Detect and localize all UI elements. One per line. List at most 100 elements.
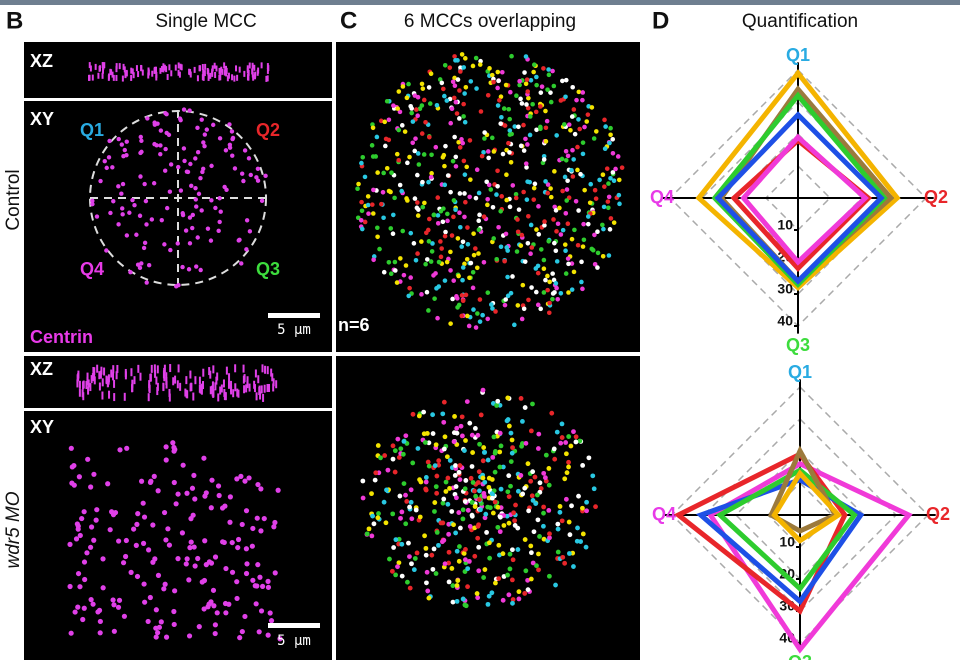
xz-dot bbox=[95, 64, 97, 70]
dot bbox=[578, 539, 583, 544]
dot bbox=[445, 454, 450, 459]
dot bbox=[525, 89, 530, 94]
dot bbox=[117, 598, 122, 603]
dot bbox=[202, 538, 207, 543]
dot bbox=[563, 440, 568, 445]
dot bbox=[209, 505, 214, 510]
dot bbox=[163, 444, 168, 449]
dot bbox=[209, 164, 213, 168]
dot bbox=[233, 166, 237, 170]
xz-dot bbox=[259, 392, 261, 400]
dot bbox=[608, 132, 613, 137]
dot bbox=[255, 516, 260, 521]
dot bbox=[387, 189, 392, 194]
dot bbox=[120, 212, 124, 216]
dot bbox=[586, 214, 591, 219]
dot bbox=[403, 433, 408, 438]
dot bbox=[228, 494, 233, 499]
dot bbox=[444, 489, 449, 494]
dot bbox=[445, 98, 450, 103]
scale-bar-label: 5 µm bbox=[277, 633, 311, 649]
dot bbox=[471, 480, 476, 485]
dot bbox=[399, 510, 404, 515]
dot bbox=[504, 232, 509, 237]
dot bbox=[547, 483, 552, 488]
dot bbox=[508, 132, 513, 137]
dot bbox=[467, 195, 472, 200]
dot bbox=[413, 196, 418, 201]
dot bbox=[510, 547, 515, 552]
dot bbox=[463, 486, 468, 491]
dot bbox=[109, 509, 114, 514]
dot bbox=[192, 496, 197, 501]
xz-dot bbox=[253, 65, 255, 71]
dot bbox=[371, 154, 376, 159]
dot bbox=[389, 271, 394, 276]
top-strip-text: y bbox=[480, 0, 485, 2]
dot bbox=[486, 458, 491, 463]
dot bbox=[450, 106, 455, 111]
dot bbox=[506, 473, 511, 478]
dot bbox=[243, 148, 247, 152]
xz-dot bbox=[207, 68, 209, 74]
dot bbox=[513, 503, 518, 508]
xz-dot bbox=[226, 367, 228, 375]
dot bbox=[89, 524, 94, 529]
dot bbox=[431, 431, 436, 436]
dot bbox=[175, 491, 180, 496]
dot bbox=[360, 479, 365, 484]
dot bbox=[429, 152, 434, 157]
dot bbox=[452, 54, 457, 59]
dot bbox=[475, 167, 480, 172]
dot bbox=[512, 323, 517, 328]
dot bbox=[504, 198, 509, 203]
dot bbox=[606, 181, 611, 186]
dot bbox=[593, 188, 598, 193]
dot bbox=[504, 245, 509, 250]
dot bbox=[521, 283, 526, 288]
view-label: XZ bbox=[30, 359, 53, 379]
dot bbox=[458, 477, 463, 482]
dot bbox=[451, 159, 456, 164]
dot bbox=[100, 556, 105, 561]
dot bbox=[448, 250, 453, 255]
dot bbox=[495, 169, 500, 174]
dot bbox=[162, 510, 167, 515]
dot bbox=[491, 205, 496, 210]
dot bbox=[559, 291, 564, 296]
dot bbox=[525, 179, 530, 184]
xz-dot bbox=[199, 377, 201, 385]
dot bbox=[98, 619, 103, 624]
dot bbox=[429, 259, 434, 264]
dot bbox=[560, 79, 565, 84]
dot bbox=[209, 238, 213, 242]
xz-dot bbox=[137, 365, 139, 373]
dot bbox=[571, 564, 576, 569]
dot bbox=[195, 556, 200, 561]
dot bbox=[589, 247, 594, 252]
dot bbox=[370, 143, 375, 148]
dot bbox=[432, 296, 437, 301]
dot bbox=[234, 579, 239, 584]
dot bbox=[477, 191, 482, 196]
dot bbox=[513, 523, 518, 528]
dot bbox=[566, 154, 571, 159]
dot bbox=[503, 297, 508, 302]
dot bbox=[516, 124, 521, 129]
dot bbox=[536, 446, 541, 451]
dot bbox=[546, 508, 551, 513]
dot bbox=[488, 187, 493, 192]
xz-dot bbox=[156, 387, 158, 395]
dot bbox=[230, 540, 235, 545]
xz-dot bbox=[136, 65, 138, 71]
xz-dot bbox=[109, 69, 111, 75]
dot bbox=[434, 442, 439, 447]
dot bbox=[535, 493, 540, 498]
dot bbox=[262, 516, 267, 521]
dot bbox=[600, 223, 605, 228]
dot bbox=[452, 439, 457, 444]
xz-dot bbox=[234, 383, 236, 391]
dot bbox=[584, 119, 589, 124]
quadrant-label: Q1 bbox=[80, 120, 104, 140]
dot bbox=[528, 114, 533, 119]
